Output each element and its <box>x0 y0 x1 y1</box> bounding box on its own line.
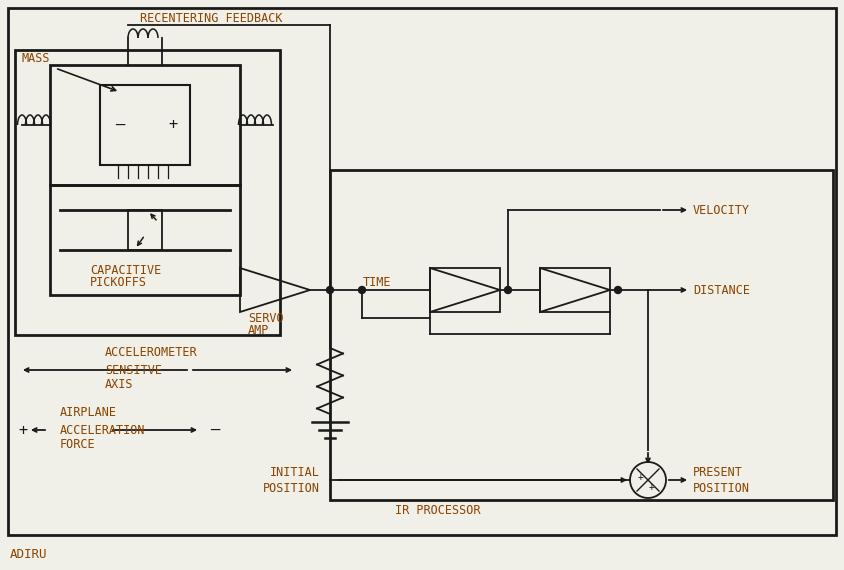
Text: +: + <box>18 422 27 438</box>
Circle shape <box>358 287 365 294</box>
Text: +: + <box>637 472 643 482</box>
Bar <box>50 65 240 185</box>
Text: SERVO: SERVO <box>247 311 284 324</box>
Bar <box>430 268 500 312</box>
Text: SENSITVE: SENSITVE <box>105 364 162 377</box>
Circle shape <box>504 287 511 294</box>
Bar <box>539 268 609 312</box>
Text: VELOCITY: VELOCITY <box>692 203 749 217</box>
Text: +: + <box>168 117 177 132</box>
Text: ACCELEROMETER: ACCELEROMETER <box>105 345 197 359</box>
Text: ACCELERATION: ACCELERATION <box>60 424 145 437</box>
Bar <box>100 85 190 165</box>
Bar <box>127 210 162 250</box>
Text: ─: ─ <box>116 117 124 132</box>
Text: MASS: MASS <box>22 51 51 64</box>
Text: POSITION: POSITION <box>262 482 320 495</box>
Bar <box>50 185 240 295</box>
Bar <box>330 170 832 500</box>
Text: AXIS: AXIS <box>105 378 133 392</box>
Text: RECENTERING FEEDBACK: RECENTERING FEEDBACK <box>140 11 282 25</box>
Text: PICKOFFS: PICKOFFS <box>90 276 147 290</box>
Text: PRESENT: PRESENT <box>692 466 742 478</box>
Text: CAPACITIVE: CAPACITIVE <box>90 263 161 276</box>
Text: FORCE: FORCE <box>60 438 95 451</box>
Text: ─: ─ <box>210 422 219 438</box>
Text: INITIAL: INITIAL <box>270 466 320 478</box>
Text: AMP: AMP <box>247 324 269 336</box>
Text: IR PROCESSOR: IR PROCESSOR <box>394 503 480 516</box>
Text: DISTANCE: DISTANCE <box>692 283 749 296</box>
Text: POSITION: POSITION <box>692 482 749 495</box>
Circle shape <box>326 287 333 294</box>
Text: TIME: TIME <box>363 275 391 288</box>
Text: +: + <box>648 482 654 492</box>
Bar <box>15 50 279 335</box>
Text: AIRPLANE: AIRPLANE <box>60 405 116 418</box>
Circle shape <box>614 287 621 294</box>
Text: ADIRU: ADIRU <box>10 548 47 561</box>
